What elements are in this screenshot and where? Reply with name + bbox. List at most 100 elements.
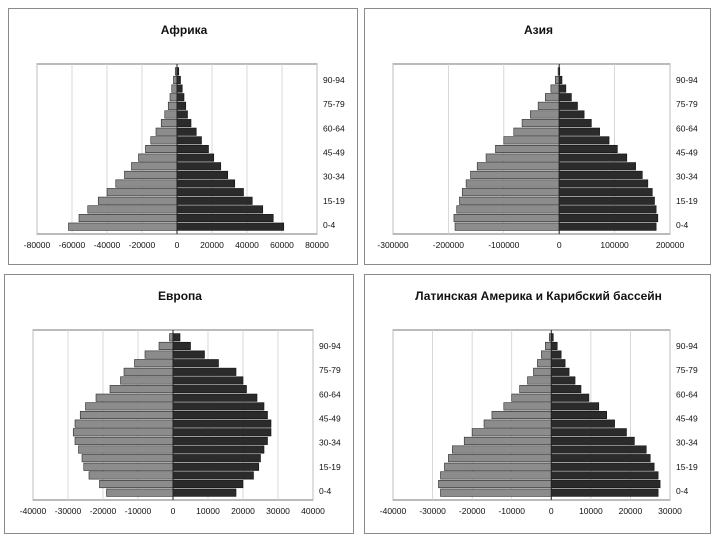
bar-left [72,428,174,437]
x-tick-label: 20000 [200,240,224,250]
bar-left [169,93,178,102]
bar-right [550,359,566,368]
age-group-label: 0-4 [319,486,332,496]
bar-left [463,436,552,445]
bar-right [172,488,237,497]
bar-right [176,222,285,231]
age-group-label: 15-19 [676,196,698,206]
bar-right [558,214,659,223]
bar-right [558,188,653,197]
age-group-label: 90-94 [323,75,345,85]
chart-title: Африка [161,23,208,37]
bar-right [558,170,643,179]
bar-right [176,101,187,110]
bar-right [172,359,219,368]
age-group-label: 60-64 [323,123,345,133]
bar-right [550,376,576,385]
bar-right [550,462,655,471]
age-group-label: 75-79 [323,99,345,109]
x-tick-label: -40000 [380,506,407,516]
age-group-label: 45-49 [676,148,698,158]
bar-right [558,93,572,102]
bar-left [169,333,174,342]
bar-left [145,144,178,154]
bar-left [555,75,560,84]
x-tick-label: -20000 [90,506,117,516]
bar-right [550,350,562,359]
bar-left [459,196,560,205]
bar-right [172,376,244,385]
age-group-label: 75-79 [319,365,341,375]
age-group-label: 60-64 [676,123,698,133]
bar-left [471,428,552,437]
bar-left [171,84,178,93]
bar-left [545,341,552,350]
age-group-label: 30-34 [676,172,698,182]
bar-left [495,144,560,154]
bar-left [74,436,174,445]
bar-left [465,179,560,188]
x-tick-label: 10000 [579,506,603,516]
bar-left [453,214,560,223]
bar-right [550,393,590,402]
bar-right [172,393,258,402]
bar-right [558,84,567,93]
x-tick-label: 0 [171,506,176,516]
age-group-label: 0-4 [323,220,336,230]
x-tick-label: 20000 [619,506,643,516]
bar-right [558,179,649,188]
bar-left [461,188,560,197]
bar-right [176,144,209,154]
bar-left [440,471,552,480]
x-tick-label: -30000 [419,506,446,516]
bar-left [87,205,178,214]
bar-left [537,359,552,368]
bar-left [511,393,552,402]
bar-right [176,188,244,197]
bar-right [172,419,272,428]
bar-left [123,367,174,376]
age-group-label: 30-34 [676,438,698,448]
x-tick-label: 0 [549,506,554,516]
bar-left [160,119,178,128]
bar-left [150,136,178,145]
bar-left [491,410,552,420]
x-tick-label: -40000 [20,506,47,516]
pyramid-chart-asia: Азия -300000 -200000 -100000 0 100000 200000 90… [377,23,698,250]
x-tick-label: 0 [175,240,180,250]
bar-left [164,110,178,119]
x-tick-label: 200000 [656,240,685,250]
bar-left [483,419,552,428]
age-group-label: 15-19 [319,462,341,472]
bar-right [550,480,661,489]
bar-right [550,428,627,437]
bar-left [97,196,178,205]
bar-left [485,153,560,162]
bar-right [172,385,247,394]
bar-right [558,110,585,119]
x-tick-label: 10000 [196,506,220,516]
chart-title: Латинская Америка и Карибский бассейн [415,289,662,303]
bar-right [550,436,635,445]
bar-left [155,127,178,136]
bar-right [558,205,657,214]
x-tick-label: 40000 [235,240,259,250]
age-group-label: 90-94 [319,341,341,351]
bar-left [541,350,552,359]
bar-left [106,488,174,497]
x-tick-label: -300000 [377,240,408,250]
bar-right [176,93,185,102]
bar-left [158,341,174,350]
bar-right [558,136,610,145]
age-group-label: 30-34 [323,172,345,182]
bar-left [138,153,178,162]
age-group-label: 45-49 [319,414,341,424]
bar-right [558,196,655,205]
bar-left [85,402,174,411]
bar-left [476,162,560,171]
bar-right [558,144,618,154]
x-tick-label: -200000 [433,240,464,250]
x-tick-label: -30000 [55,506,82,516]
bar-right [172,402,265,411]
bar-left [78,214,178,223]
